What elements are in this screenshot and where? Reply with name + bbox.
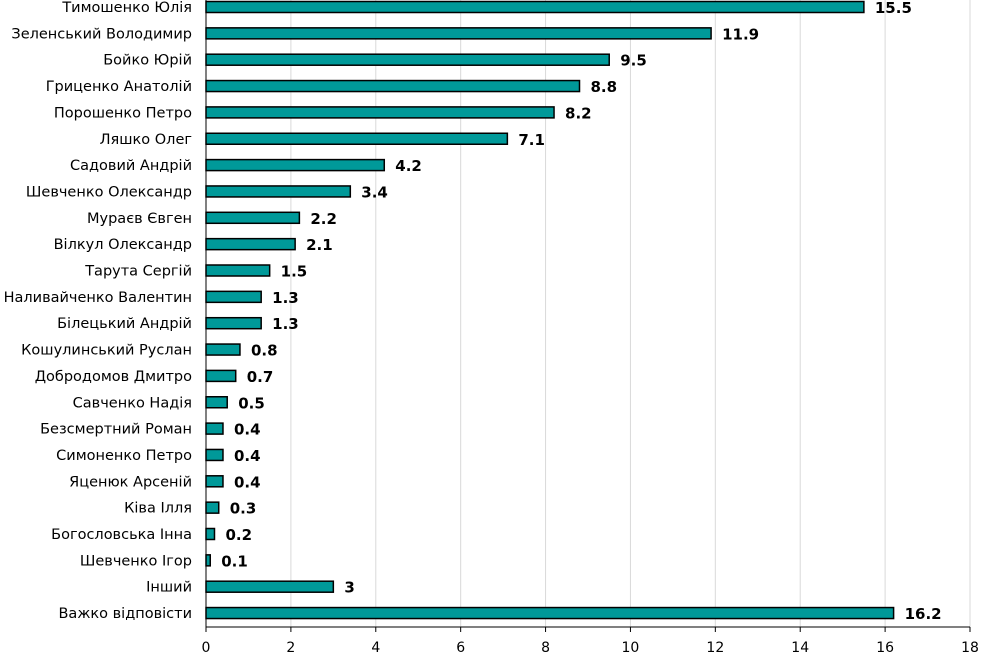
category-label: Савченко Надія: [73, 395, 192, 411]
category-label: Кошулинський Руслан: [21, 343, 192, 359]
bar-21: [205, 554, 211, 567]
value-label: 0.3: [230, 500, 257, 518]
category-label: Важко відповісти: [58, 606, 192, 622]
axes: [205, 0, 971, 632]
value-label: 0.2: [225, 526, 252, 544]
category-label: Бойко Юрій: [103, 53, 192, 69]
category-label: Шевченко Олександр: [26, 184, 192, 200]
value-label: 1.3: [272, 289, 299, 307]
value-label: 1.5: [281, 263, 308, 281]
bar-8: [205, 211, 301, 225]
category-label: Порошенко Петро: [54, 105, 192, 121]
category-label: Інший: [146, 580, 192, 596]
category-label: Ляшко Олег: [100, 132, 192, 148]
x-tick-label: 6: [456, 640, 465, 654]
bar-11: [205, 290, 262, 304]
x-tick-label: 16: [876, 640, 894, 654]
bar-16: [205, 422, 224, 435]
x-tick-label: 8: [541, 640, 550, 654]
bar-15: [205, 396, 228, 409]
bar-17: [205, 448, 224, 462]
value-label: 3.4: [361, 183, 388, 201]
category-label: Мураєв Євген: [87, 211, 192, 227]
bar-9: [205, 237, 296, 251]
bar-0: [205, 0, 865, 14]
category-label: Добродомов Дмитро: [35, 369, 192, 385]
value-label: 2.1: [306, 236, 333, 254]
category-label: Ківа Ілля: [124, 501, 192, 517]
value-label: 0.5: [238, 394, 265, 412]
bar-23: [205, 606, 895, 620]
bar-19: [205, 501, 220, 514]
bar-7: [205, 185, 352, 198]
bar-3: [205, 79, 581, 93]
category-label: Тарута Сергій: [84, 264, 192, 280]
category-label: Вілкул Олександр: [54, 237, 192, 253]
bar-22: [205, 580, 335, 593]
category-label: Зеленський Володимир: [11, 26, 192, 42]
x-tick-label: 18: [961, 640, 979, 654]
category-label: Садовий Андрій: [70, 158, 192, 174]
category-label: Богословська Інна: [51, 527, 192, 543]
bar-10: [205, 264, 271, 277]
x-tick-label: 0: [202, 640, 211, 654]
x-tick-label: 4: [371, 640, 380, 654]
bar-20: [205, 527, 216, 541]
value-label: 0.4: [234, 447, 261, 465]
category-label: Симоненко Петро: [56, 448, 192, 464]
value-label: 16.2: [905, 605, 942, 623]
category-label: Гриценко Анатолій: [46, 79, 192, 95]
value-label: 7.1: [518, 131, 545, 149]
bar-1: [205, 27, 712, 40]
value-label: 0.8: [251, 342, 278, 360]
x-tick-label: 12: [706, 640, 724, 654]
value-label: 0.4: [234, 473, 261, 491]
value-label: 8.2: [565, 104, 592, 122]
x-tick-label: 14: [791, 640, 809, 654]
bar-4: [205, 106, 555, 119]
value-label: 15.5: [875, 0, 912, 17]
category-label: Білецький Андрій: [57, 316, 192, 332]
value-label: 2.2: [310, 210, 337, 228]
x-tick-labels: 0 2 4 6 8 10 12 14 16 18: [202, 640, 979, 654]
value-label: 0.1: [221, 552, 248, 570]
value-label: 1.3: [272, 315, 299, 333]
bar-13: [205, 343, 241, 356]
bar-2: [205, 53, 610, 66]
value-label: 8.8: [591, 78, 618, 96]
bar-18: [205, 475, 224, 488]
value-label: 9.5: [620, 52, 647, 70]
grid-lines: [290, 0, 971, 627]
bar-14: [205, 369, 237, 383]
category-label: Шевченко Ігор: [80, 553, 192, 569]
bar-5: [205, 132, 509, 145]
value-label: 3: [344, 579, 354, 597]
value-labels: 15.5 11.9 9.58.8 8.2 7.1 4.2 3.4 2.2 2.1 1.5 1.3 1.…: [221, 0, 941, 623]
category-labels: Тимошенко Юлія Зеленський Володимир Бойко …: [4, 0, 193, 622]
bar-12: [205, 316, 262, 330]
category-label: Тимошенко Юлія: [61, 0, 192, 16]
x-tick-label: 10: [622, 640, 640, 654]
value-label: 0.4: [234, 421, 261, 439]
value-label: 4.2: [395, 157, 422, 175]
x-tick-label: 2: [286, 640, 295, 654]
value-label: 11.9: [722, 25, 759, 43]
category-label: Наливайченко Валентин: [4, 290, 192, 306]
bars: [205, 0, 895, 620]
category-label: Яценюк Арсеній: [69, 474, 192, 490]
bar-6: [205, 158, 386, 172]
value-label: 0.7: [247, 368, 274, 386]
category-label: Безсмертний Роман: [40, 422, 192, 438]
